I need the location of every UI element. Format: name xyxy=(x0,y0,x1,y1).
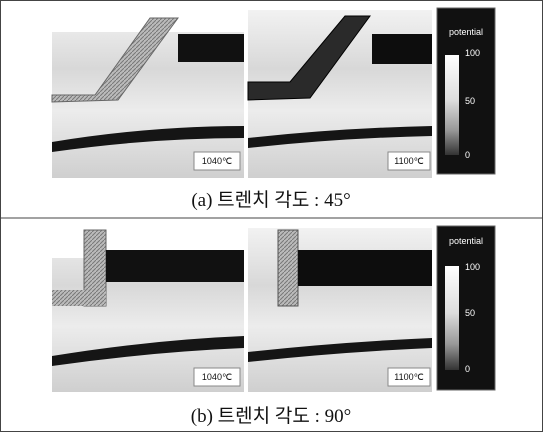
colorbar-label: 100 xyxy=(465,48,480,58)
colorbar-label: 100 xyxy=(465,262,480,272)
colorbar-label: 0 xyxy=(465,364,470,374)
colorbar: potential 100 50 0 xyxy=(437,226,495,390)
colorbar-label: 0 xyxy=(465,150,470,160)
sim-image: 1100℃ xyxy=(248,10,432,178)
panel-b: 1040℃ 1100℃ potential 100 50 0 (b) 트렌치 각… xyxy=(52,226,495,427)
colorbar-title: potential xyxy=(449,27,483,37)
colorbar-label: 50 xyxy=(465,96,475,106)
image-label: 1040℃ xyxy=(202,372,232,382)
sim-image: 1100℃ xyxy=(248,228,432,392)
image-label: 1040℃ xyxy=(202,156,232,166)
image-label: 1100℃ xyxy=(394,156,423,166)
sim-image: 1040℃ xyxy=(52,228,244,392)
caption: (a) 트렌치 각도 : 45° xyxy=(191,189,350,211)
colorbar: potential 100 50 0 xyxy=(437,8,495,174)
figure: 1040℃ 1100℃ potential 100 50 0 (a) 트렌치 각… xyxy=(0,0,543,432)
sim-image: 1040℃ xyxy=(52,10,244,178)
image-label: 1100℃ xyxy=(394,372,423,382)
caption: (b) 트렌치 각도 : 90° xyxy=(191,405,351,427)
panel-a: 1040℃ 1100℃ potential 100 50 0 (a) 트렌치 각… xyxy=(52,8,495,211)
colorbar-label: 50 xyxy=(465,308,475,318)
colorbar-title: potential xyxy=(449,236,483,246)
